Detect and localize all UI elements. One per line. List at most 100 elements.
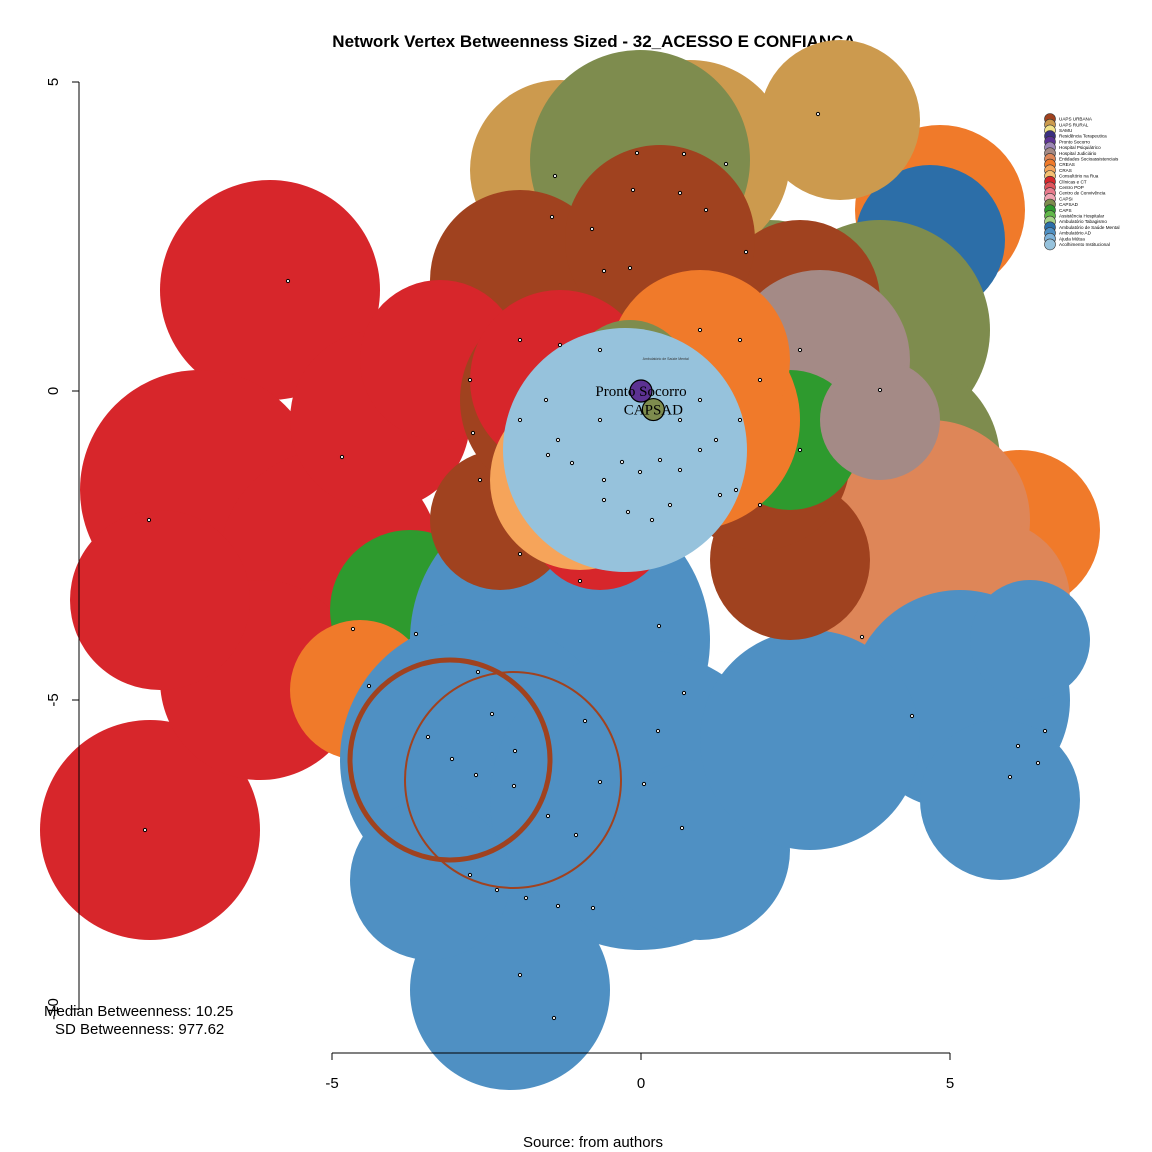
vertex-point-70 [738, 418, 741, 421]
vertex-blob-36 [700, 630, 920, 850]
vertex-point-37 [524, 896, 527, 899]
vertex-point-29 [598, 780, 601, 783]
vertex-point-42 [860, 635, 863, 638]
vertex-point-68 [678, 418, 681, 421]
vertex-point-71 [758, 378, 761, 381]
vertex-point-33 [642, 782, 645, 785]
vertex-point-63 [798, 448, 801, 451]
legend-label-17: Assistência Hospitalar [1059, 214, 1105, 219]
node-label-capsad: CAPSAD [624, 403, 683, 419]
vertex-point-54 [602, 478, 605, 481]
vertex-point-30 [583, 719, 586, 722]
vertex-point-38 [556, 904, 559, 907]
vertex-point-73 [626, 510, 629, 513]
small-node-label-0: Ambulatório de Saúde Mental [643, 357, 689, 361]
vertex-point-8 [550, 215, 553, 218]
vertex-blob-7 [760, 40, 920, 200]
vertex-point-50 [518, 552, 521, 555]
vertex-blob-49 [503, 328, 747, 572]
vertex-point-17 [351, 627, 354, 630]
legend-label-21: Ajuda Mútua [1059, 236, 1085, 241]
y-tick-label-1: 0 [45, 387, 62, 395]
legend-label-4: Pronto Socorro [1059, 139, 1090, 144]
vertex-point-75 [668, 503, 671, 506]
legend-label-6: Hospital Judiciário [1059, 151, 1097, 156]
x-tick-label-0: -5 [325, 1075, 338, 1092]
vertex-point-56 [638, 470, 641, 473]
vertex-point-28 [574, 833, 577, 836]
vertex-point-80 [558, 343, 561, 346]
vertex-point-65 [544, 398, 547, 401]
vertex-point-76 [478, 478, 481, 481]
vertex-point-66 [556, 438, 559, 441]
vertex-point-39 [591, 906, 594, 909]
legend-label-19: Ambulatório de Saúde Mental [1059, 225, 1120, 230]
vertex-point-10 [602, 269, 605, 272]
vertex-point-20 [476, 670, 479, 673]
legend-label-22: Acolhimento Institucional [1059, 242, 1110, 247]
vertex-point-24 [474, 773, 477, 776]
vertex-point-59 [698, 448, 701, 451]
vertex-point-25 [513, 749, 516, 752]
vertex-blob-44 [820, 360, 940, 480]
vertex-point-34 [680, 826, 683, 829]
vertex-point-14 [340, 455, 343, 458]
vertex-point-5 [631, 188, 634, 191]
vertex-point-67 [598, 418, 601, 421]
vertex-point-79 [518, 338, 521, 341]
vertex-point-77 [471, 431, 474, 434]
vertex-point-52 [546, 453, 549, 456]
vertex-point-22 [426, 735, 429, 738]
vertex-point-35 [468, 873, 471, 876]
vertex-point-23 [450, 757, 453, 760]
sd-betweenness: SD Betweenness: 977.62 [55, 1021, 224, 1038]
vertex-point-13 [286, 279, 289, 282]
legend-label-0: UAPS URBANA [1059, 117, 1093, 122]
vertex-point-41 [552, 1016, 555, 1019]
legend-label-15: CAPSAD [1059, 202, 1079, 207]
legend-label-18: Ambulatório Tabagismo [1059, 219, 1107, 224]
vertex-point-21 [490, 712, 493, 715]
vertex-point-82 [698, 328, 701, 331]
vertex-point-40 [518, 973, 521, 976]
legend-label-16: CAPS [1059, 208, 1072, 213]
vertex-point-74 [602, 498, 605, 501]
vertex-point-69 [698, 398, 701, 401]
legend-label-5: Hospital Psiquiátrico [1059, 145, 1101, 150]
vertex-point-72 [650, 518, 653, 521]
vertex-point-46 [1036, 761, 1039, 764]
source-note: Source: from authors [523, 1134, 663, 1151]
chart-title: Network Vertex Betweenness Sized - 32_AC… [332, 32, 855, 51]
legend-label-1: UAPS RURAL [1059, 122, 1089, 127]
x-tick-label-1: 0 [637, 1075, 645, 1092]
vertex-point-49 [734, 488, 737, 491]
legend-label-12: Centro POP [1059, 185, 1084, 190]
legend-swatch-22 [1045, 239, 1056, 250]
vertex-point-61 [718, 493, 721, 496]
vertex-point-45 [1043, 729, 1046, 732]
legend-label-14: CAPSi [1059, 196, 1073, 201]
legend-label-20: Ambulatório AD [1059, 231, 1092, 236]
vertex-point-83 [738, 338, 741, 341]
vertex-point-62 [758, 503, 761, 506]
vertex-point-78 [468, 378, 471, 381]
legend-label-13: Centro de Convivência [1059, 191, 1106, 196]
vertex-point-16 [143, 828, 146, 831]
vertex-point-26 [512, 784, 515, 787]
vertex-point-48 [657, 624, 660, 627]
median-betweenness: Median Betweenness: 10.25 [44, 1003, 233, 1020]
vertex-point-32 [682, 691, 685, 694]
x-tick-label-2: 5 [946, 1075, 954, 1092]
vertex-point-18 [414, 632, 417, 635]
vertex-point-27 [546, 814, 549, 817]
vertex-point-85 [878, 388, 881, 391]
vertex-point-7 [704, 208, 707, 211]
legend-label-10: Consultório na Rua [1059, 174, 1099, 179]
vertex-blob-35 [970, 580, 1090, 700]
vertex-point-60 [714, 438, 717, 441]
vertex-point-47 [1008, 775, 1011, 778]
vertex-point-19 [367, 684, 370, 687]
vertex-point-9 [590, 227, 593, 230]
vertex-point-2 [724, 162, 727, 165]
